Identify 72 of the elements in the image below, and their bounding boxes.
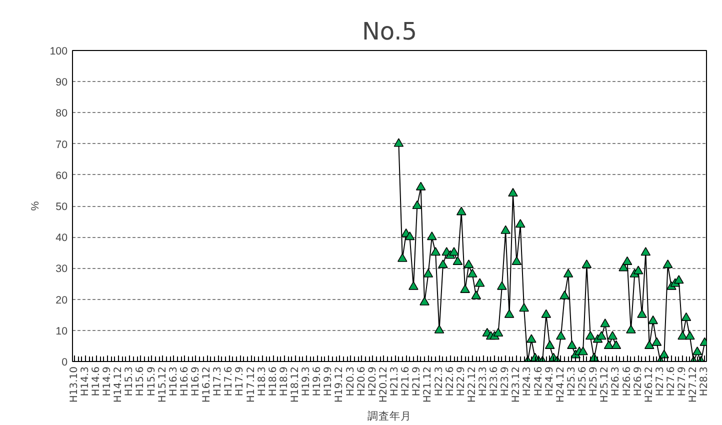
x-tick-label: H16.12 — [202, 366, 213, 403]
x-tick-label: H18.3 — [256, 366, 268, 396]
x-tick-label: H23.3 — [478, 366, 489, 396]
x-tick-label: H24.12 — [555, 366, 566, 403]
y-tick-label: 10 — [56, 325, 68, 338]
x-tick-label: H22.3 — [434, 366, 445, 396]
chart-title: No.5 — [362, 18, 418, 46]
x-tick-label: H20.3 — [345, 366, 356, 396]
x-axis-title: 調査年月 — [368, 410, 412, 423]
x-tick-label: H20.12 — [378, 366, 390, 403]
y-tick-label: 100 — [50, 46, 68, 58]
x-tick-label: H24.3 — [522, 366, 534, 396]
x-tick-label: H25.3 — [566, 366, 578, 396]
x-tick-label: H16.6 — [179, 366, 190, 396]
y-tick-label: 0 — [62, 356, 68, 368]
y-tick-label: 70 — [56, 138, 68, 151]
x-tick-label: H15.12 — [157, 366, 168, 403]
x-tick-label: H27.9 — [677, 366, 688, 396]
x-tick-label: H19.12 — [334, 366, 346, 403]
x-tick-label: H25.6 — [578, 366, 589, 396]
x-tick-label: H23.12 — [511, 366, 522, 403]
x-tick-label: H26.12 — [644, 366, 655, 403]
x-tick-label: H22.12 — [466, 366, 478, 403]
x-tick-label: H22.9 — [456, 366, 467, 396]
x-tick-label: H21.6 — [400, 366, 412, 396]
x-tick-label: H25.12 — [600, 366, 611, 403]
x-tick-label: H23.6 — [489, 366, 500, 396]
x-tick-label: H14.9 — [102, 366, 114, 396]
x-tick-label: H26.3 — [610, 366, 622, 396]
x-tick-label: H17.12 — [246, 366, 257, 403]
x-tick-label: H21.3 — [390, 366, 401, 396]
x-tick-label: H21.9 — [412, 366, 423, 396]
y-tick-label: 80 — [56, 108, 68, 120]
x-tick-label: H26.6 — [622, 366, 633, 396]
x-tick-label: H21.12 — [422, 366, 434, 403]
x-tick-label: H25.9 — [588, 366, 600, 396]
x-tick-label: H17.9 — [234, 366, 246, 396]
x-tick-label: H20.6 — [356, 366, 368, 396]
x-tick-label: H18.12 — [290, 366, 302, 403]
x-tick-label: H17.6 — [224, 366, 235, 396]
x-tick-label: H22.6 — [444, 366, 456, 396]
x-tick-label: H18.6 — [268, 366, 279, 396]
x-tick-label: H24.6 — [533, 366, 544, 396]
x-tick-label: H27.12 — [688, 366, 700, 403]
y-tick-label: 20 — [56, 294, 68, 306]
x-tick-label: H27.6 — [666, 366, 677, 396]
x-tick-label: H18.9 — [278, 366, 290, 396]
y-tick-label: 30 — [56, 263, 68, 276]
x-tick-label: H15.3 — [124, 366, 136, 396]
x-tick-label: H14.3 — [80, 366, 91, 396]
x-tick-label: H16.3 — [168, 366, 180, 396]
x-tick-label: H20.9 — [367, 366, 378, 396]
x-tick-label: H23.9 — [500, 366, 512, 396]
x-tick-label: H24.9 — [544, 366, 556, 396]
x-tick-label: H19.9 — [323, 366, 334, 396]
x-tick-label: H15.6 — [135, 366, 146, 396]
x-tick-label: H19.6 — [312, 366, 324, 396]
x-tick-label: H14.6 — [90, 366, 102, 396]
y-tick-label: 50 — [56, 201, 68, 213]
x-tick-label: H17.3 — [212, 366, 224, 396]
x-tick-label: H19.3 — [301, 366, 312, 396]
y-tick-label: 40 — [56, 232, 68, 244]
y-axis-title: % — [30, 200, 42, 211]
x-tick-label: H16.9 — [190, 366, 202, 396]
x-tick-label: H15.9 — [146, 366, 158, 396]
y-tick-label: 60 — [56, 170, 68, 182]
x-tick-label: H28.3 — [699, 366, 710, 396]
x-tick-label: H14.12 — [113, 366, 124, 403]
x-tick-label: H27.3 — [654, 366, 666, 396]
x-tick-label: H13.10 — [68, 366, 80, 403]
y-tick-label: 90 — [56, 76, 68, 89]
x-tick-label: H26.9 — [632, 366, 644, 396]
